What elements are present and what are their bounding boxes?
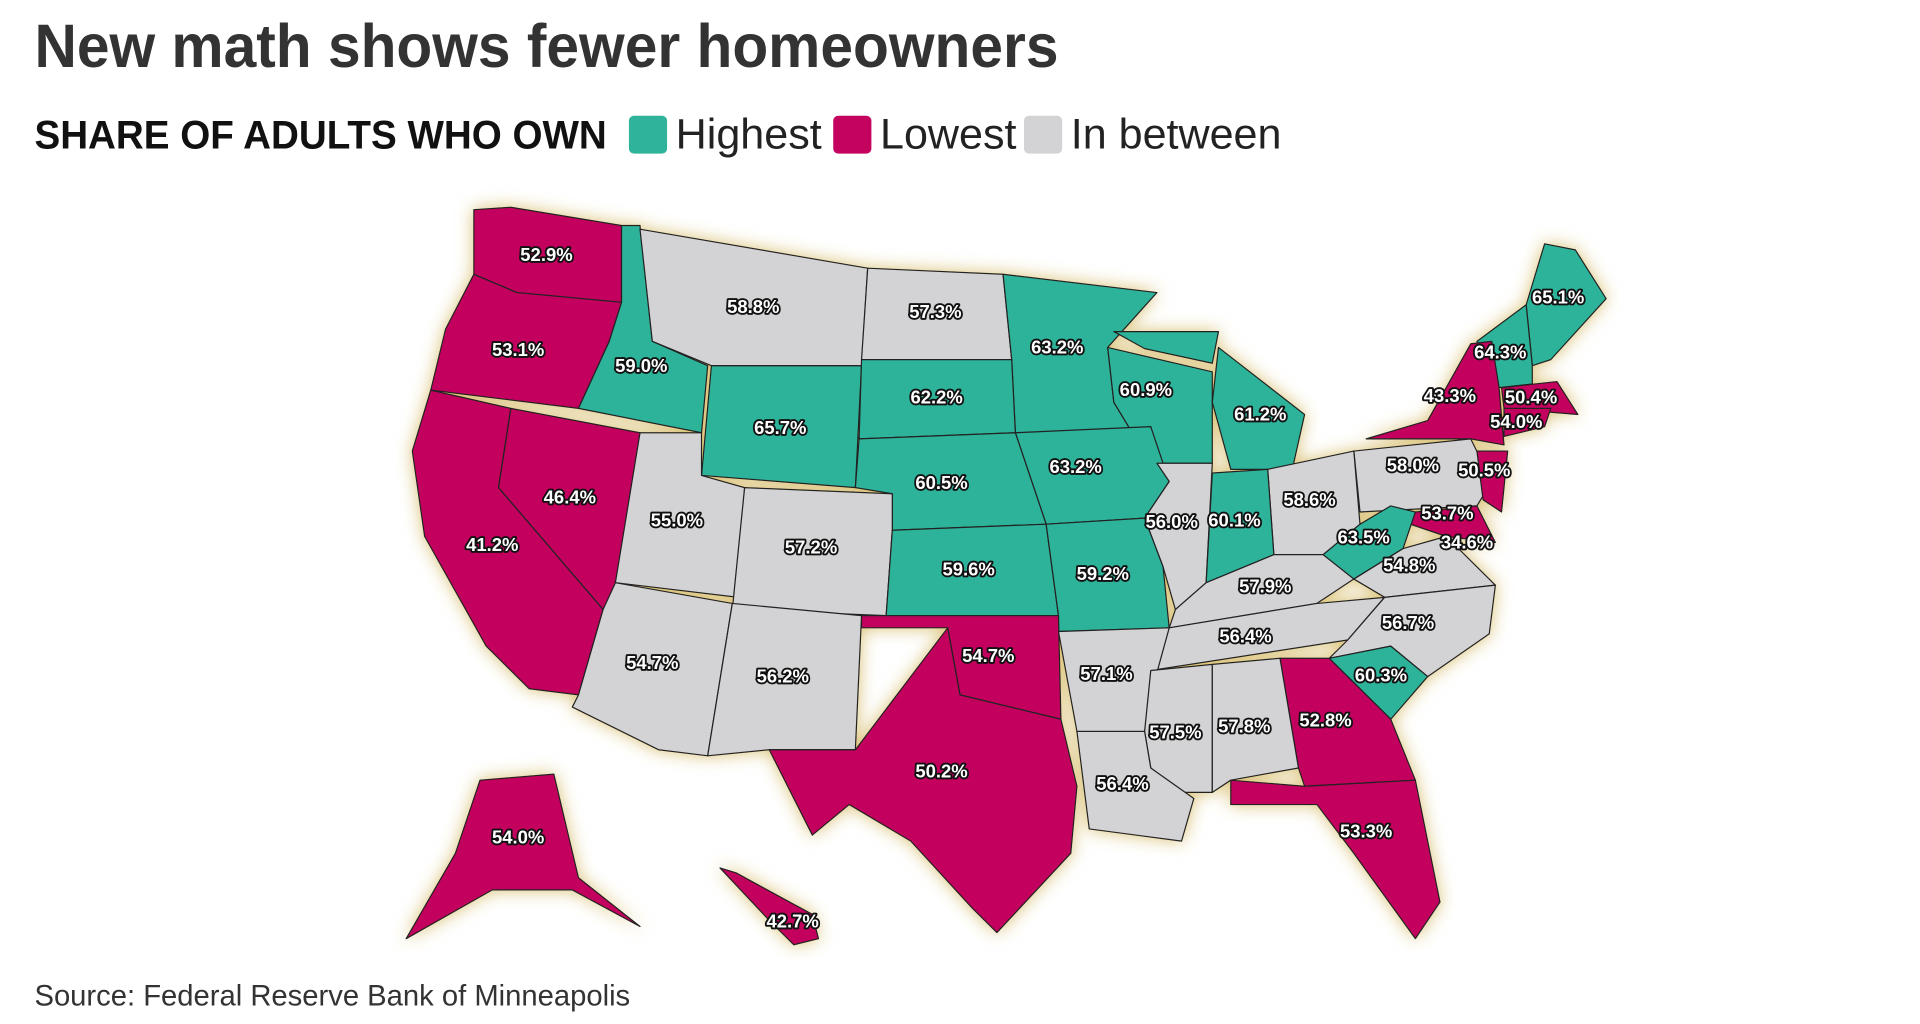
state-label: 59.6% bbox=[942, 558, 994, 579]
state bbox=[1365, 340, 1505, 446]
state-label: 58.8% bbox=[727, 296, 779, 317]
state-label: 54.7% bbox=[626, 652, 678, 673]
state-shapes bbox=[405, 206, 1607, 946]
legend: Highest Lowest In between bbox=[628, 111, 1282, 159]
state-label: 60.1% bbox=[1208, 510, 1260, 531]
state-label: 63.5% bbox=[1338, 527, 1390, 548]
state-label: 53.1% bbox=[492, 339, 544, 360]
state-label: 53.7% bbox=[1421, 502, 1473, 523]
state-label: 41.2% bbox=[466, 534, 518, 555]
state-label: 50.2% bbox=[915, 761, 967, 782]
state-label: 50.4% bbox=[1505, 387, 1557, 408]
state-label: 63.2% bbox=[1050, 456, 1102, 477]
state-label: 62.2% bbox=[910, 387, 962, 408]
state-label: 54.0% bbox=[492, 827, 544, 848]
state-label: 34.6% bbox=[1441, 532, 1493, 553]
state bbox=[411, 389, 604, 696]
state-label: 65.1% bbox=[1532, 287, 1584, 308]
state-label: 54.7% bbox=[962, 645, 1014, 666]
state-label: 56.2% bbox=[757, 666, 809, 687]
source: Source: Federal Reserve Bank of Minneapo… bbox=[34, 980, 630, 1013]
state-label: 58.6% bbox=[1283, 489, 1335, 510]
state-label: 43.3% bbox=[1424, 385, 1476, 406]
state-label: 55.0% bbox=[651, 510, 703, 531]
state bbox=[1113, 330, 1220, 364]
state-label: 54.8% bbox=[1383, 555, 1435, 576]
state bbox=[1503, 407, 1552, 438]
state-label: 58.0% bbox=[1387, 455, 1439, 476]
state bbox=[768, 627, 1078, 934]
state-label: 57.5% bbox=[1149, 722, 1201, 743]
state-label: 60.9% bbox=[1120, 379, 1172, 400]
state-label: 59.2% bbox=[1077, 563, 1129, 584]
state bbox=[1500, 380, 1579, 416]
state-label: 56.0% bbox=[1146, 511, 1198, 532]
state-label: 57.1% bbox=[1080, 663, 1132, 684]
state-labels: 52.9% 53.1% 59.0% 58.8% 57.3% 63.2% 60.9% 61.2%… bbox=[464, 242, 1586, 933]
state-label: 42.7% bbox=[766, 911, 818, 932]
state-label: 64.3% bbox=[1474, 341, 1526, 362]
title: New math shows fewer homeowners bbox=[34, 12, 1058, 80]
state-label: 52.8% bbox=[1299, 710, 1351, 731]
legend-label: Lowest bbox=[880, 111, 1017, 159]
legend-swatch bbox=[833, 115, 872, 154]
state-label: 60.5% bbox=[915, 472, 967, 493]
state-label: 56.4% bbox=[1096, 773, 1148, 794]
state-label: 57.2% bbox=[785, 536, 837, 557]
state-label: 65.7% bbox=[754, 417, 806, 438]
state bbox=[405, 773, 641, 940]
state bbox=[719, 867, 820, 946]
state-label: 59.0% bbox=[615, 355, 667, 376]
legend-label: In between bbox=[1071, 111, 1282, 159]
state bbox=[1230, 779, 1441, 940]
state-label: 61.2% bbox=[1234, 404, 1286, 425]
state-label: 60.3% bbox=[1355, 664, 1407, 685]
state-label: 50.5% bbox=[1458, 460, 1510, 481]
subtitle: SHARE OF ADULTS WHO OWN bbox=[34, 112, 606, 158]
state bbox=[1211, 657, 1300, 793]
state bbox=[1076, 730, 1195, 842]
state bbox=[1353, 535, 1496, 598]
state-label: 54.0% bbox=[1490, 411, 1542, 432]
state-label: 57.9% bbox=[1239, 575, 1291, 596]
state-label: 56.7% bbox=[1382, 612, 1434, 633]
legend-label: Highest bbox=[676, 111, 822, 159]
state-label: 57.8% bbox=[1218, 716, 1270, 737]
legend-swatch bbox=[1024, 115, 1063, 154]
legend-swatch bbox=[628, 115, 668, 154]
state-label: 63.2% bbox=[1031, 337, 1083, 358]
state-label: 46.4% bbox=[544, 487, 596, 508]
state-label: 52.9% bbox=[520, 244, 572, 265]
state-label: 57.3% bbox=[909, 301, 961, 322]
state-label: 56.4% bbox=[1219, 625, 1271, 646]
state-label: 53.3% bbox=[1340, 821, 1392, 842]
state bbox=[1476, 450, 1509, 513]
